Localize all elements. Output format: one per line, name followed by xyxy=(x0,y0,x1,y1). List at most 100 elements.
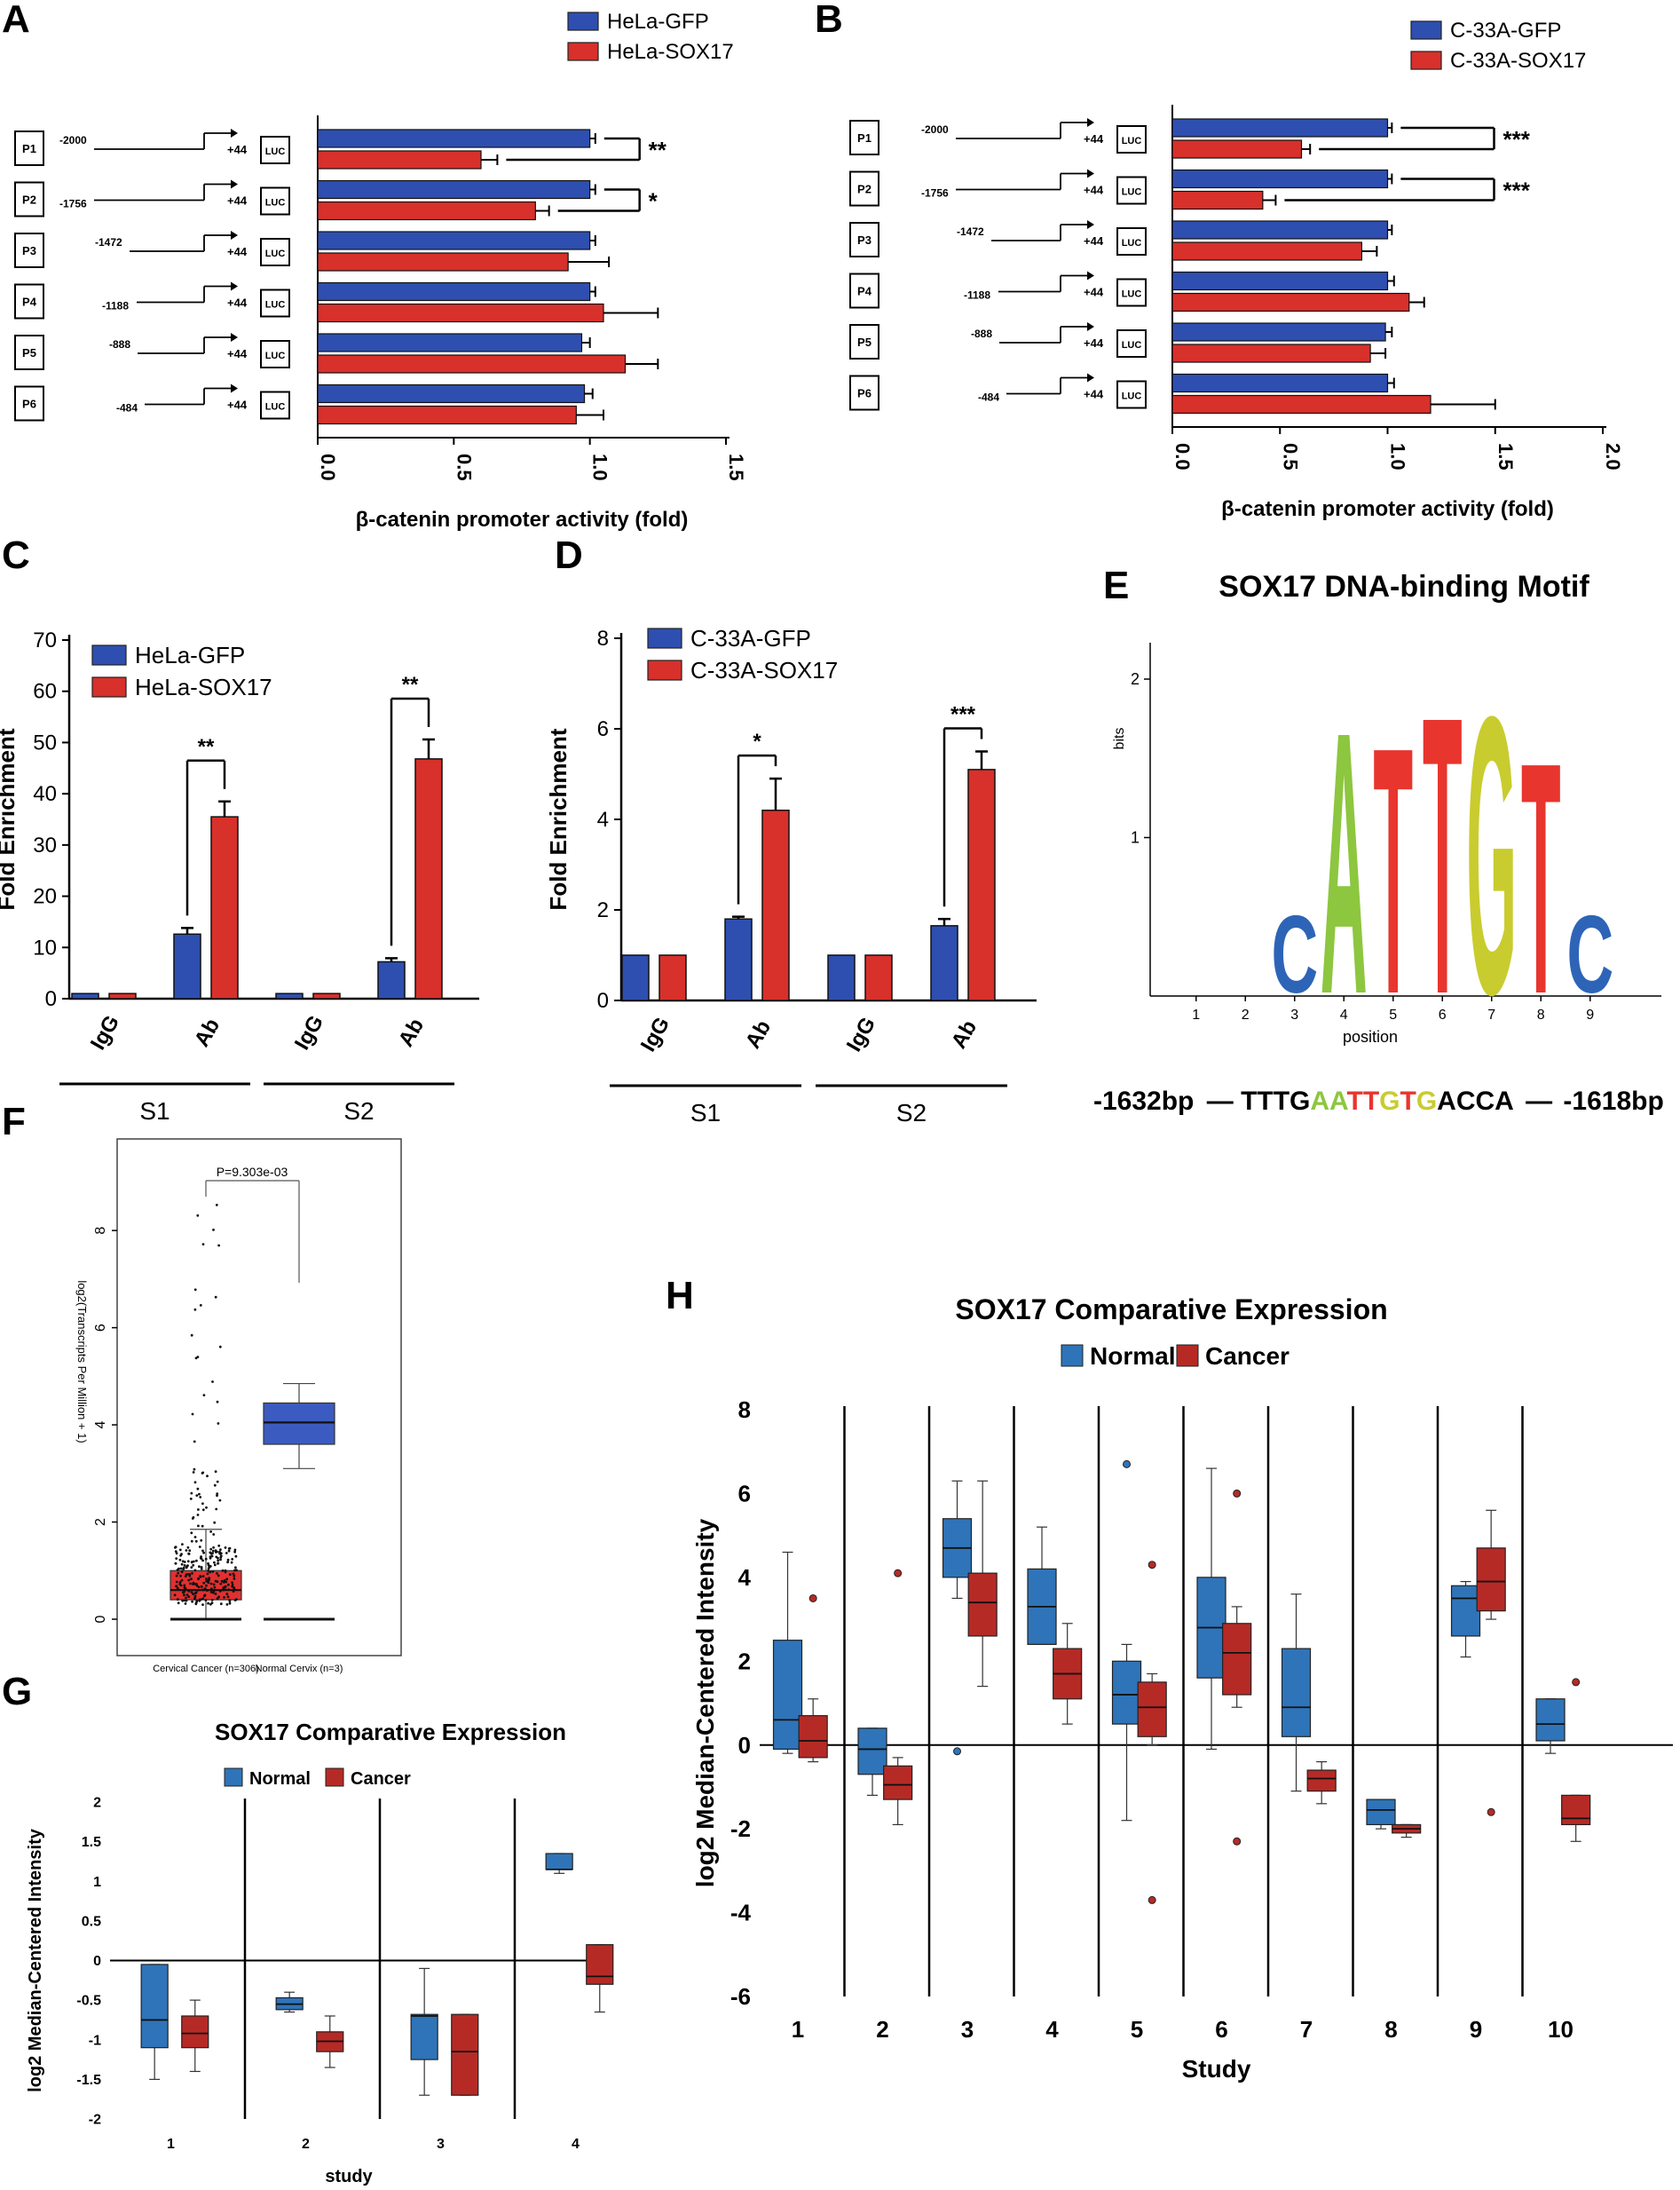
construct-name-2: P3 xyxy=(22,244,36,257)
box-cancer-study-7 xyxy=(1306,1769,1337,1792)
luc-label-1: LUC xyxy=(1122,187,1142,198)
jitter-point xyxy=(189,1498,193,1500)
jitter-point xyxy=(183,1561,186,1563)
sig-label-0: ** xyxy=(198,735,215,759)
jitter-point xyxy=(207,1601,210,1605)
luc-label-3: LUC xyxy=(265,300,286,311)
y-tick-label-0: -6 xyxy=(730,1983,751,2010)
x-tick-label-3: Ab xyxy=(947,1016,982,1053)
jitter-point xyxy=(181,1543,184,1546)
legend-label-1: HeLa-SOX17 xyxy=(135,674,272,700)
jitter-point xyxy=(221,1569,225,1572)
jitter-point xyxy=(233,1574,236,1577)
jitter-point xyxy=(227,1547,231,1550)
x-tick-label-3: Ab xyxy=(394,1015,429,1051)
construct-box-5 xyxy=(14,385,44,422)
jitter-point xyxy=(199,1575,202,1577)
jitter-point xyxy=(197,1585,201,1589)
jitter-point xyxy=(190,1577,193,1581)
x-tick-label-2: IgG xyxy=(290,1011,328,1054)
box-cancer-study-9 xyxy=(1476,1547,1506,1612)
bar-HeLa-GFP-IgG-0 xyxy=(71,992,99,1000)
jitter-point xyxy=(193,1536,197,1538)
box-cancer-study-3 xyxy=(967,1572,998,1637)
jitter-point xyxy=(219,1548,222,1551)
jitter-point xyxy=(187,1595,191,1598)
jitter-point xyxy=(206,1572,209,1576)
jitter-point xyxy=(194,1539,198,1543)
luc-label-0: LUC xyxy=(265,146,286,157)
x-tick-label-0: Cervical Cancer (n=306) xyxy=(153,1664,259,1674)
jitter-point xyxy=(210,1554,214,1558)
jitter-point xyxy=(207,1569,210,1572)
jitter-point xyxy=(186,1546,190,1549)
y-tick-label-0: 0 xyxy=(45,987,57,1011)
jitter-point xyxy=(209,1555,212,1559)
jitter-point xyxy=(187,1552,191,1555)
jitter-point xyxy=(210,1587,213,1591)
jitter-point xyxy=(207,1578,210,1582)
bar-C-33A-SOX17-P2 xyxy=(1171,190,1264,210)
seq-motif-a: AA xyxy=(1310,1087,1348,1116)
panel-letter-d: D xyxy=(555,534,583,577)
box-normal-study-3 xyxy=(410,2013,438,2060)
jitter-point xyxy=(198,1565,201,1569)
construct-start-1: -1756 xyxy=(59,198,87,210)
construct-name-1: P2 xyxy=(857,183,872,196)
jitter-point xyxy=(227,1588,230,1591)
outlier-normal-2-0 xyxy=(953,1747,962,1756)
construct-name-1: P2 xyxy=(22,194,36,207)
jitter-point xyxy=(184,1602,187,1605)
jitter-point xyxy=(197,1577,200,1580)
jitter-point xyxy=(223,1579,226,1582)
jitter-point xyxy=(192,1583,194,1585)
x-tick-label-1: 2 xyxy=(1242,1008,1250,1023)
x-tick-label-0: IgG xyxy=(636,1013,674,1055)
box-normal-study-2 xyxy=(857,1727,887,1775)
jitter-point xyxy=(212,1229,215,1231)
jitter-point xyxy=(211,1380,214,1383)
luc-box-5 xyxy=(1116,380,1147,409)
jitter-point xyxy=(233,1577,236,1580)
y-tick-label-2: -2 xyxy=(730,1815,751,1842)
luc-box-4 xyxy=(1116,329,1147,358)
box-cancer-study-1 xyxy=(181,2015,209,2049)
seq-motif-tt: TT xyxy=(1347,1087,1380,1116)
jitter-point xyxy=(232,1590,235,1593)
x-tick-label-7: 8 xyxy=(1537,1008,1545,1023)
x-tick-label-4: 5 xyxy=(1131,2016,1143,2043)
x-tick-label-5: 6 xyxy=(1439,1008,1447,1023)
outlier-cancer-1-0 xyxy=(894,1569,903,1577)
bar-HeLa-SOX17-Ab-1 xyxy=(210,816,239,1000)
luc-label-4: LUC xyxy=(265,351,286,361)
y-tick-label-1: -4 xyxy=(730,1900,752,1926)
jitter-point xyxy=(218,1345,222,1348)
jitter-point xyxy=(194,1356,198,1360)
jitter-point xyxy=(210,1599,214,1601)
legend-swatch-0 xyxy=(1410,20,1442,40)
luc-label-5: LUC xyxy=(1122,391,1142,402)
jitter-point xyxy=(180,1578,184,1582)
jitter-point xyxy=(190,1561,193,1564)
bar-HeLa-GFP-P4 xyxy=(317,281,591,302)
tss-arrowhead-5 xyxy=(1087,373,1094,383)
x-tick-label-2: 3 xyxy=(1290,1008,1298,1023)
jitter-point xyxy=(185,1573,188,1576)
bar-C-33A-GFP-Ab-1 xyxy=(724,918,753,1001)
x-tick-label-0: 1 xyxy=(1192,1008,1200,1023)
y-tick-label-1: 10 xyxy=(33,936,57,960)
luc-box-1 xyxy=(1116,176,1147,205)
luc-label-5: LUC xyxy=(265,402,286,413)
box-normal-study-8 xyxy=(1366,1799,1396,1826)
jitter-point xyxy=(174,1546,177,1549)
box-normal-study-1 xyxy=(772,1640,803,1751)
bar-C-33A-SOX17-P6 xyxy=(1171,394,1432,415)
jitter-point xyxy=(188,1549,192,1553)
x-tick-label-2: 3 xyxy=(437,2137,445,2152)
jitter-point xyxy=(200,1555,203,1558)
jitter-point xyxy=(192,1471,195,1474)
x-tick-label-1: 0.5 xyxy=(453,454,475,481)
jitter-point xyxy=(214,1579,217,1583)
